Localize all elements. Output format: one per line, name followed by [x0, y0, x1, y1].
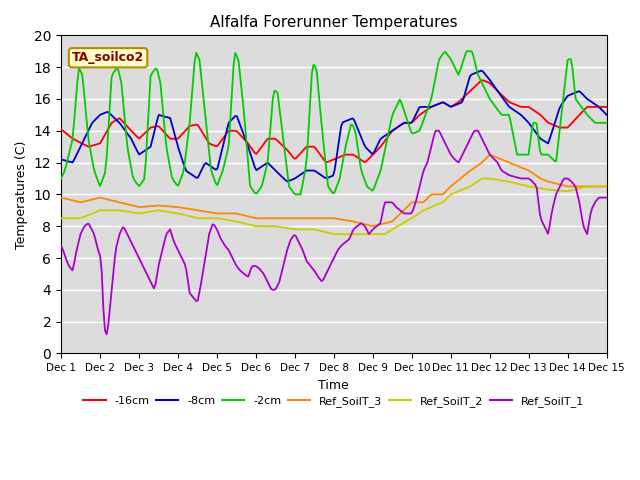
- Y-axis label: Temperatures (C): Temperatures (C): [15, 140, 28, 249]
- X-axis label: Time: Time: [319, 379, 349, 392]
- Title: Alfalfa Forerunner Temperatures: Alfalfa Forerunner Temperatures: [210, 15, 458, 30]
- Legend: -16cm, -8cm, -2cm, Ref_SoilT_3, Ref_SoilT_2, Ref_SoilT_1: -16cm, -8cm, -2cm, Ref_SoilT_3, Ref_Soil…: [79, 392, 589, 411]
- Text: TA_soilco2: TA_soilco2: [72, 51, 144, 64]
